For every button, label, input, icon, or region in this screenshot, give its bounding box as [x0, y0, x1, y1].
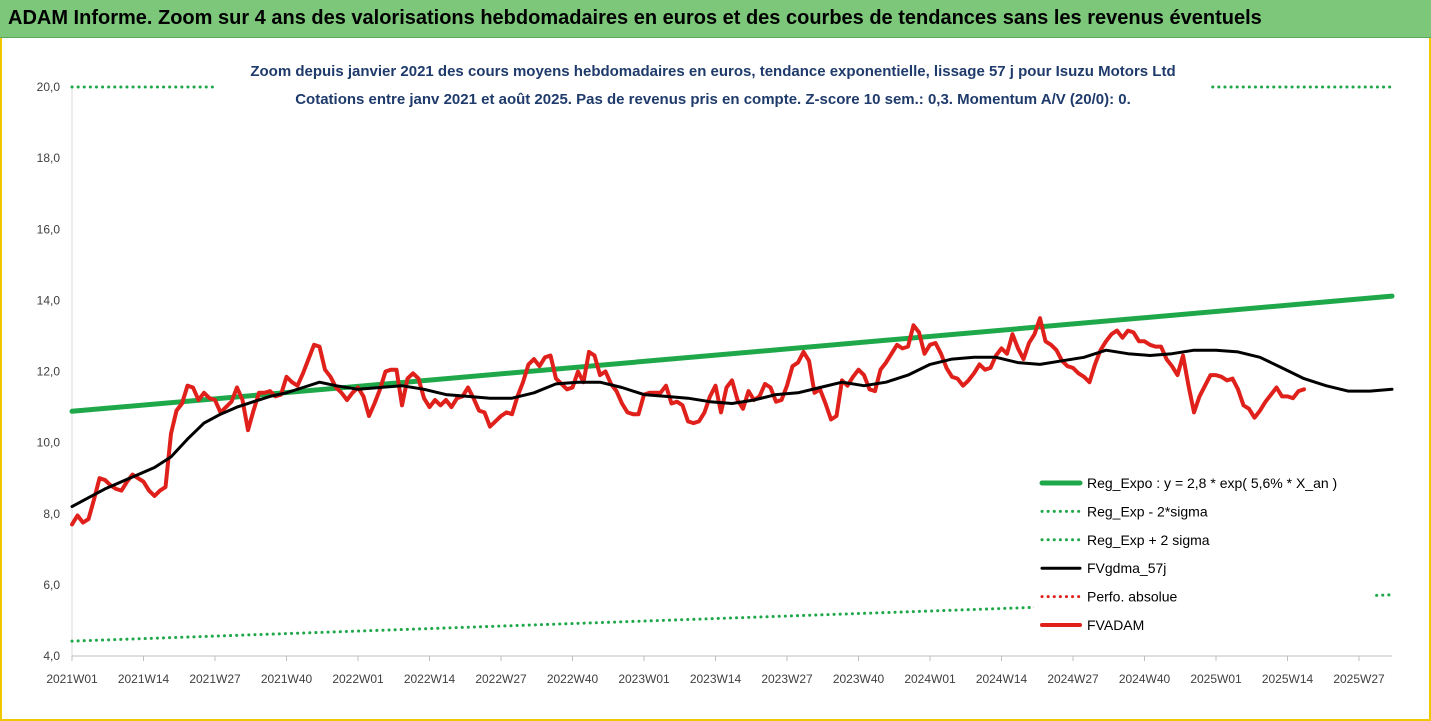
y-tick-label: 6,0 [43, 578, 60, 592]
series-line-reg-expo [69, 293, 1395, 414]
x-tick-label: 2022W27 [475, 672, 527, 686]
x-tick-label: 2023W01 [618, 672, 670, 686]
x-tick-label: 2024W27 [1047, 672, 1099, 686]
x-tick-label: 2023W14 [690, 672, 742, 686]
x-tick-label: 2021W01 [46, 672, 98, 686]
x-tick-label: 2025W27 [1333, 672, 1385, 686]
chart-title-backdrop [215, 56, 1211, 108]
legend-label: Perfo. absolue [1087, 589, 1177, 605]
x-tick-label: 2021W40 [261, 672, 313, 686]
series-line-reg-exp-2-sigma [70, 593, 1394, 643]
x-tick-label: 2024W01 [904, 672, 956, 686]
x-tick-label: 2023W27 [761, 672, 813, 686]
x-tick-label: 2021W27 [189, 672, 241, 686]
x-tick-label: 2022W40 [547, 672, 599, 686]
y-tick-label: 16,0 [37, 222, 61, 236]
chart-title: Zoom depuis janvier 2021 des cours moyen… [250, 63, 1175, 80]
report-title: ADAM Informe. Zoom sur 4 ans des valoris… [8, 7, 1262, 29]
legend-label: Reg_Expo : y = 2,8 * exp( 5,6% * X_an ) [1087, 475, 1337, 491]
report-banner: ADAM Informe. Zoom sur 4 ans des valoris… [0, 0, 1431, 38]
x-tick-label: 2022W14 [404, 672, 456, 686]
y-tick-label: 4,0 [43, 649, 60, 663]
x-tick-label: 2022W01 [332, 672, 384, 686]
y-tick-label: 14,0 [37, 293, 61, 307]
y-axis: 4,0 6,0 8,0 10,0 12,0 14,0 16,0 18,0 20,0 [37, 80, 73, 663]
x-tick-label: 2025W14 [1262, 672, 1314, 686]
x-tick-label: 2023W40 [833, 672, 885, 686]
x-tick-label: 2025W01 [1190, 672, 1242, 686]
x-tick-label: 2024W40 [1119, 672, 1171, 686]
series-line-fvgdma-57j [70, 348, 1394, 509]
legend-label: Reg_Exp - 2*sigma [1087, 503, 1208, 519]
y-tick-label: 8,0 [43, 507, 60, 521]
legend-label: FVADAM [1087, 617, 1144, 633]
y-tick-label: 18,0 [37, 151, 61, 165]
x-tick-label: 2024W14 [976, 672, 1028, 686]
legend: Reg_Expo : y = 2,8 * exp( 5,6% * X_an ) R… [1034, 466, 1374, 646]
y-tick-label: 20,0 [37, 80, 61, 94]
legend-label: FVgdma_57j [1087, 560, 1166, 576]
y-tick-label: 12,0 [37, 365, 61, 379]
chart-subtitle: Cotations entre janv 2021 et août 2025. … [295, 91, 1131, 108]
y-tick-label: 10,0 [37, 436, 61, 450]
chart-frame [0, 38, 1431, 721]
x-tick-label: 2021W14 [118, 672, 170, 686]
x-axis: 2021W01 2021W14 2021W27 2021W40 2022W01 2022W… [46, 655, 1392, 686]
legend-label: Reg_Exp + 2 sigma [1087, 532, 1210, 548]
legend-backdrop [1034, 466, 1374, 646]
series-layer [69, 85, 1395, 643]
